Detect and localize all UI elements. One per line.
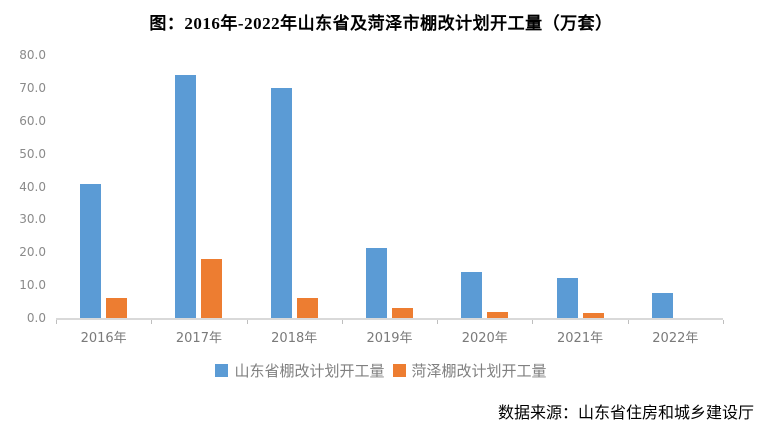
bar-group-2021年 xyxy=(532,55,627,318)
axis-tick-mark xyxy=(532,320,534,324)
y-tick-label: 30.0 xyxy=(19,212,46,227)
bar-series0-2019年 xyxy=(365,248,387,318)
x-tick-label: 2017年 xyxy=(175,331,222,346)
legend-swatch-icon xyxy=(215,364,229,377)
bar-group-2022年 xyxy=(628,55,723,318)
bar-series0-2016年 xyxy=(80,184,102,318)
bar-series0-2020年 xyxy=(461,272,483,318)
y-tick-label: 70.0 xyxy=(19,80,46,95)
axis-tick-mark xyxy=(437,320,439,324)
legend: 山东省棚改计划开工量 菏泽棚改计划开工量 xyxy=(0,360,762,381)
bar-group-2019年 xyxy=(342,55,437,318)
bar-series0-2018年 xyxy=(270,88,292,318)
chart-title: 图：2016年-2022年山东省及菏泽市棚改计划开工量（万套） xyxy=(149,14,613,33)
legend-label: 菏泽棚改计划开工量 xyxy=(411,363,547,380)
y-tick-label: 10.0 xyxy=(19,278,46,293)
bar-series0-2022年 xyxy=(651,293,673,318)
bar-group-2018年 xyxy=(247,55,342,318)
x-axis-labels: 2016年 2017年 2018年 2019年 2020年 2021年 2022年 xyxy=(56,327,723,346)
source-note: 数据来源：山东省住房和城乡建设厅 xyxy=(497,405,754,422)
bar-series1-2020年 xyxy=(487,312,509,318)
x-tick-label: 2022年 xyxy=(652,331,699,346)
legend-label: 山东省棚改计划开工量 xyxy=(234,363,385,380)
y-tick-label: 50.0 xyxy=(19,146,46,161)
y-tick-label: 60.0 xyxy=(19,113,46,128)
axis-tick-mark xyxy=(246,320,248,324)
x-tick-label: 2016年 xyxy=(80,331,127,346)
y-axis-labels: 0.0 10.0 20.0 30.0 40.0 50.0 60.0 70.0 80.0 xyxy=(0,48,50,325)
axis-tick-mark xyxy=(56,320,57,324)
axis-tick-mark xyxy=(151,320,153,324)
legend-item-series1: 菏泽棚改计划开工量 xyxy=(392,360,547,381)
x-tick-label: 2018年 xyxy=(271,331,318,346)
y-tick-label: 0.0 xyxy=(26,311,46,325)
y-tick-label: 80.0 xyxy=(19,48,46,62)
bar-series1-2021年 xyxy=(582,313,604,318)
bar-series1-2018年 xyxy=(296,298,318,318)
x-tick-label: 2021年 xyxy=(557,331,604,346)
axis-tick-mark xyxy=(723,320,724,324)
legend-item-series0: 山东省棚改计划开工量 xyxy=(215,360,385,381)
bar-series0-2021年 xyxy=(556,278,578,318)
y-tick-label: 20.0 xyxy=(19,245,46,260)
bar-series1-2017年 xyxy=(201,259,223,318)
bar-group-2016年 xyxy=(56,55,151,318)
legend-swatch-icon xyxy=(392,364,406,377)
bar-group-2017年 xyxy=(151,55,246,318)
bar-series1-2016年 xyxy=(106,298,128,318)
x-tick-label: 2020年 xyxy=(461,331,508,346)
bar-group-2020年 xyxy=(437,55,532,318)
bar-series0-2017年 xyxy=(175,75,197,318)
y-tick-label: 40.0 xyxy=(19,179,46,194)
bar-series1-2019年 xyxy=(391,308,413,318)
plot-area xyxy=(56,55,723,320)
x-tick-label: 2019年 xyxy=(366,331,413,346)
axis-tick-mark xyxy=(341,320,343,324)
axis-tick-mark xyxy=(627,320,629,324)
x-axis-ticks xyxy=(56,320,724,325)
